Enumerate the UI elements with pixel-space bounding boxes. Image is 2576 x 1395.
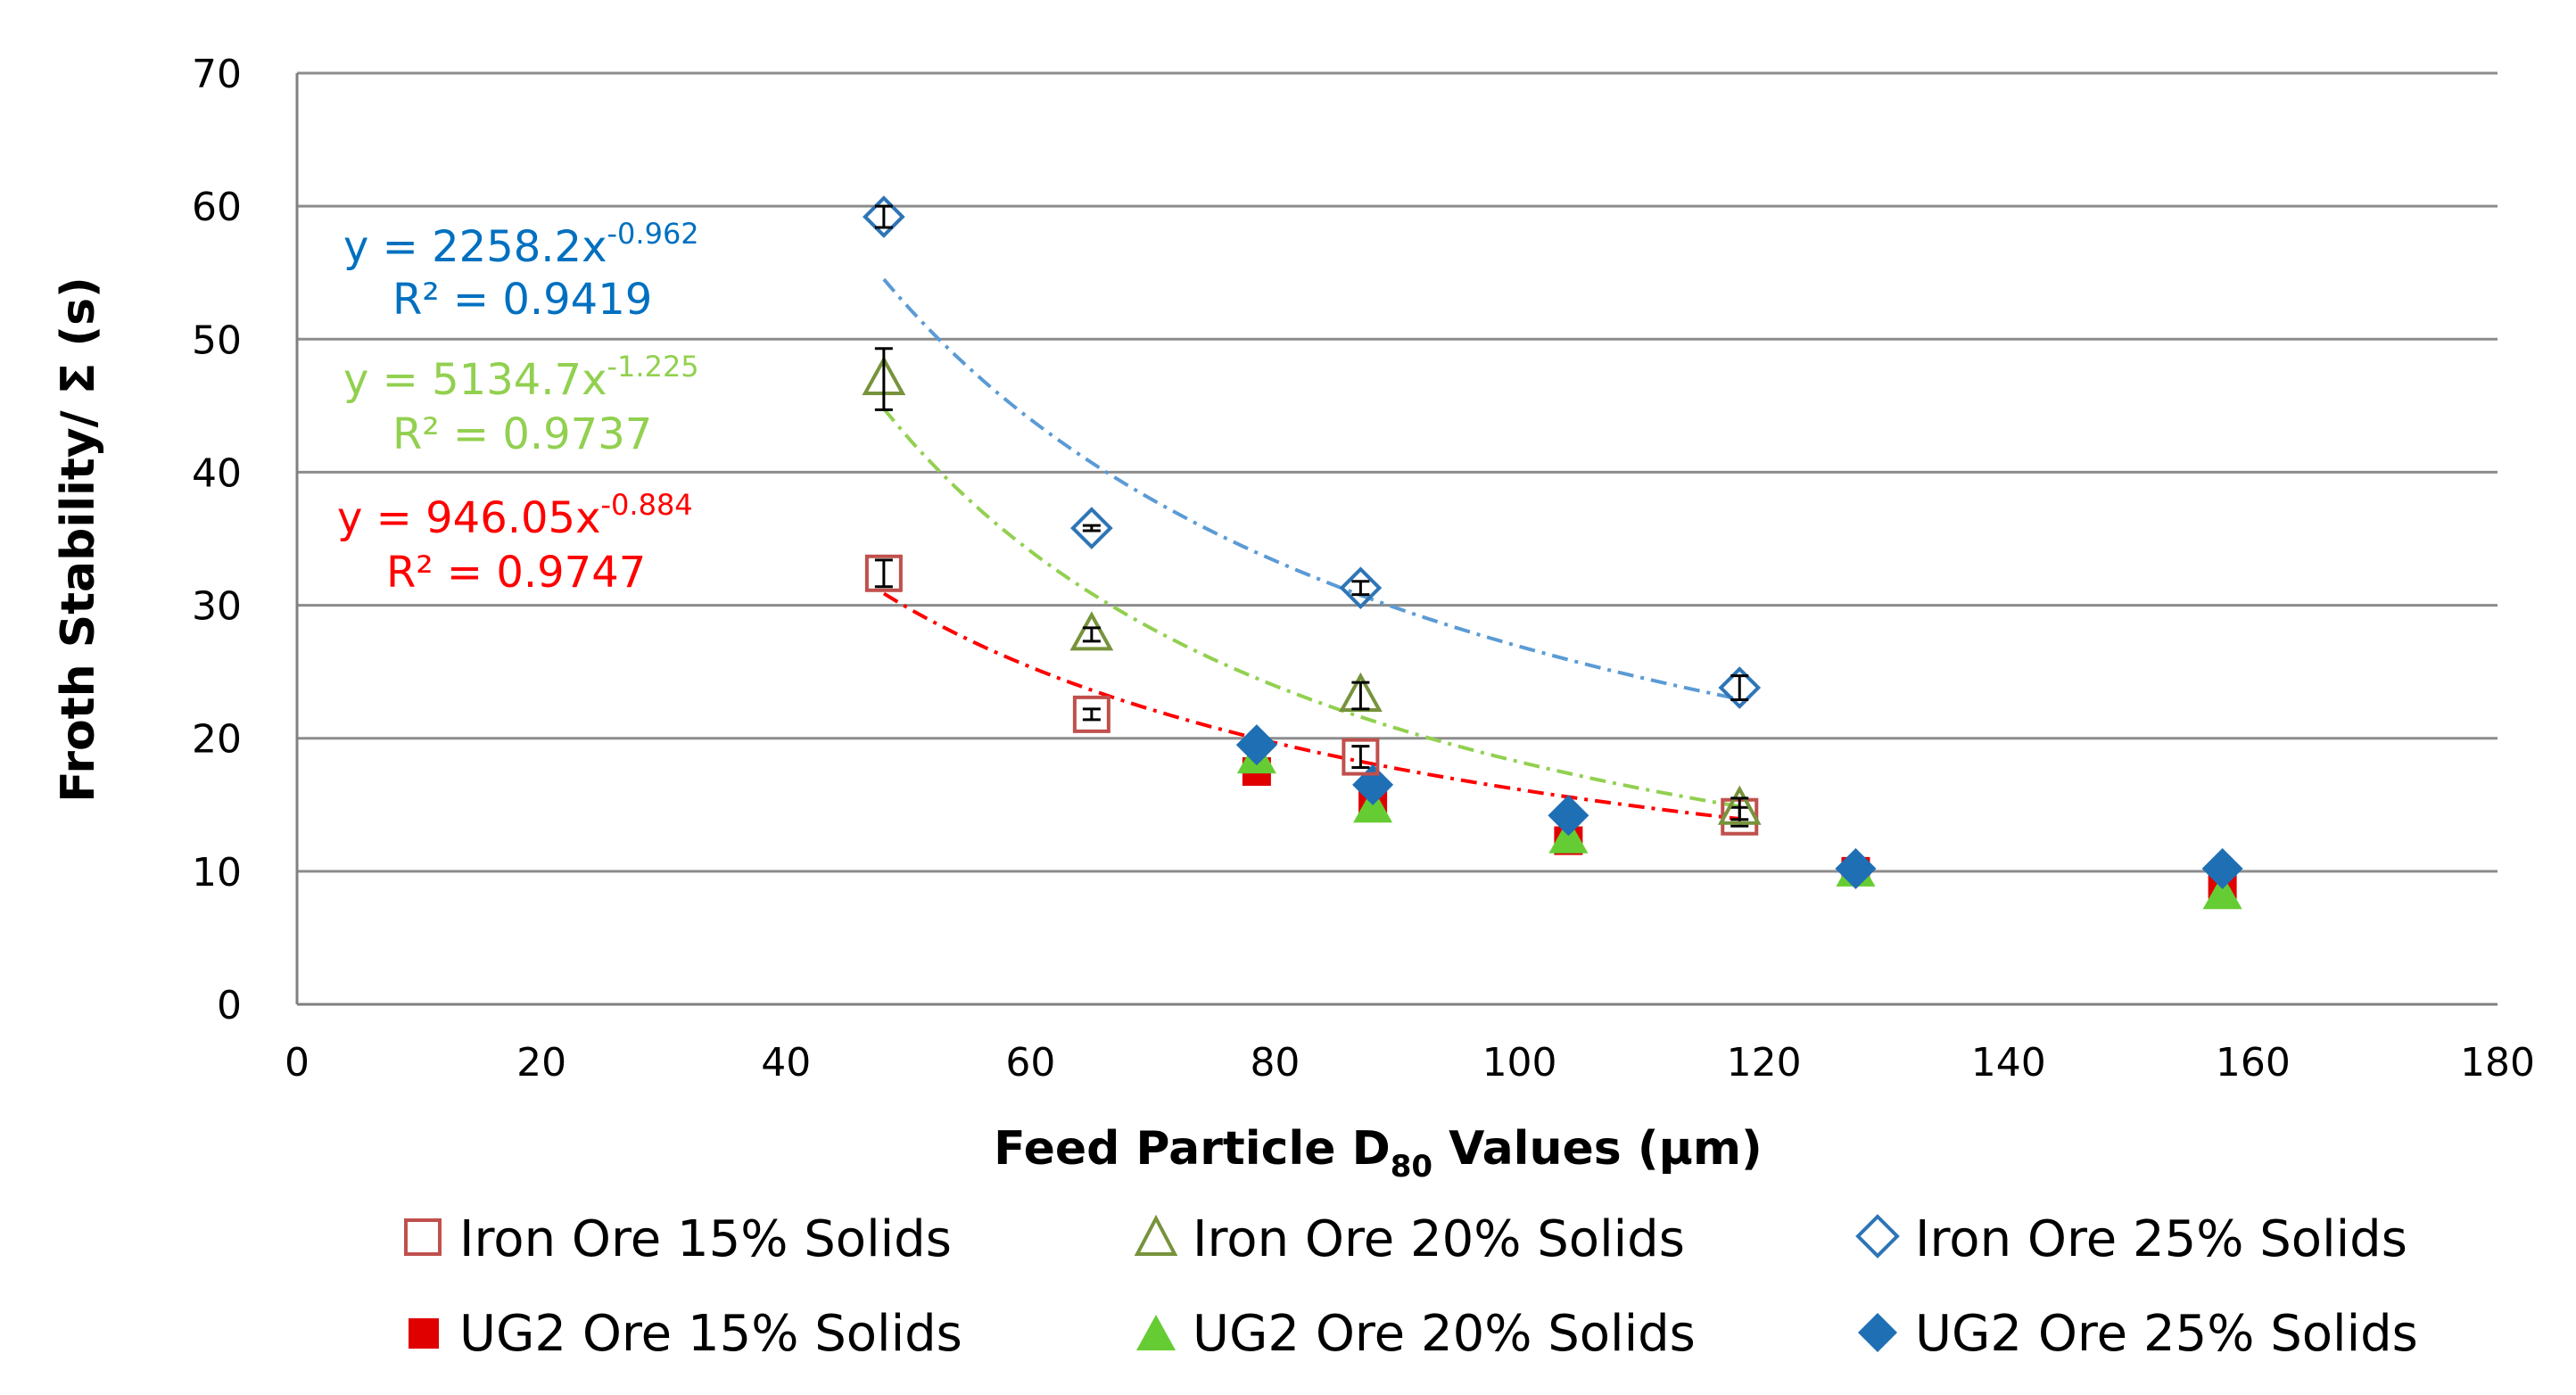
y-tick-label: 10 [192,850,242,896]
legend-label: Iron Ore 25% Solids [1915,1210,2407,1268]
y-tick-label: 70 [192,52,242,97]
legend-marker-diamond-filled [1858,1313,1897,1352]
legend-item-ug2-20: UG2 Ore 20% Solids [1136,1305,1696,1363]
legend-marker-triangle-open [1134,1214,1178,1256]
x-tick-label: 40 [761,1040,811,1085]
eq-blue: y = 2258.2x-0.962 [343,217,699,272]
y-tick-label: 60 [192,185,242,230]
y-tick-label: 30 [192,584,242,630]
legend-label: UG2 Ore 20% Solids [1193,1305,1696,1363]
legend-item-ug2-25: UG2 Ore 25% Solids [1858,1305,2418,1363]
x-tick-label: 60 [1005,1040,1055,1085]
trendline-equations: y = 2258.2x-0.962 R² = 0.9419 y = 5134.7… [337,217,699,598]
series-2 [863,195,1762,709]
x-tick-label: 160 [2216,1040,2291,1085]
x-tick-label: 20 [516,1040,566,1085]
data-point-square-open [864,554,903,592]
x-tick-label: 100 [1482,1040,1557,1085]
x-axis-title-prefix: Feed Particle D [994,1122,1391,1176]
eq-red: y = 946.05x-0.884 [337,488,693,543]
trendline-0 [882,277,1740,701]
data-point-square-open [1342,738,1380,776]
legend-marker-triangle-filled [1136,1315,1176,1350]
x-tick-label: 80 [1250,1040,1300,1085]
data-markers [862,195,2243,910]
x-tick-label: 0 [285,1040,310,1085]
x-tick-label: 120 [1727,1040,1802,1085]
x-axis-title: Feed Particle D80 Values (μm) [994,1122,1763,1185]
data-point-diamond-filled [2201,847,2243,889]
data-point-diamond-open [1339,566,1383,610]
series-1 [862,347,1762,825]
legend-marker-square-open [404,1218,442,1256]
legend-item-iron-20: Iron Ore 20% Solids [1134,1210,1685,1268]
data-point-triangle-open [1717,785,1762,825]
data-point-diamond-filled [1235,724,1277,766]
legend-label: UG2 Ore 15% Solids [459,1305,962,1363]
y-tick-label: 0 [217,983,242,1028]
eq-blue-exp: -0.962 [607,217,699,251]
data-point-square-open [1072,695,1110,733]
trendlines [882,277,1740,821]
data-point-diamond-filled [1352,764,1394,805]
series-3 [1242,757,2237,899]
legend-item-iron-15: Iron Ore 15% Solids [404,1210,952,1268]
series-5 [1235,724,2243,889]
eq-red-main: y = 946.05x [337,493,601,543]
data-point-triangle-filled [2202,874,2242,910]
eq-green: y = 5134.7x-1.225 [343,350,699,405]
data-point-diamond-open [1070,507,1113,549]
data-point-diamond-open [863,195,905,238]
y-tick-label: 40 [192,450,242,496]
data-point-diamond-filled [1548,795,1589,837]
legend-label: Iron Ore 20% Solids [1193,1210,1685,1268]
data-point-triangle-open [1069,611,1114,651]
y-tick-label: 50 [192,318,242,363]
x-tick-label: 140 [1971,1040,2046,1085]
data-point-diamond-filled [1835,847,1877,889]
y-tick-label: 20 [192,717,242,763]
series-0 [864,554,1759,836]
x-axis-title-suffix: Values (μm) [1432,1122,1763,1176]
legend-marker-square-filled [409,1318,439,1349]
legend-marker-diamond-open [1855,1214,1900,1259]
x-axis-title-sub: 80 [1391,1149,1432,1185]
r2-red: R² = 0.9747 [386,548,646,598]
r2-green: R² = 0.9737 [392,409,652,459]
eq-red-exp: -0.884 [601,488,693,522]
eq-green-main: y = 5134.7x [343,355,607,405]
trendline-2 [882,591,1740,821]
trendline-1 [882,408,1740,809]
x-tick-label: 180 [2460,1040,2535,1085]
legend-label: Iron Ore 15% Solids [459,1210,952,1268]
legend-item-ug2-15: UG2 Ore 15% Solids [409,1305,962,1363]
grid-lines [297,71,2498,873]
r2-blue: R² = 0.9419 [392,275,652,325]
eq-blue-main: y = 2258.2x [343,222,607,272]
legend-label: UG2 Ore 25% Solids [1915,1305,2418,1363]
legend: Iron Ore 15% Solids Iron Ore 20% Solids … [404,1210,2418,1363]
axes: 0 10 20 30 40 50 60 70 0 20 40 60 80 100 120 140 160 180 [192,52,2535,1085]
eq-green-exp: -1.225 [607,350,699,384]
legend-item-iron-25: Iron Ore 25% Solids [1855,1210,2407,1268]
data-point-diamond-open [1718,666,1762,709]
y-axis-title: Froth Stability/ Σ (s) [52,277,105,803]
